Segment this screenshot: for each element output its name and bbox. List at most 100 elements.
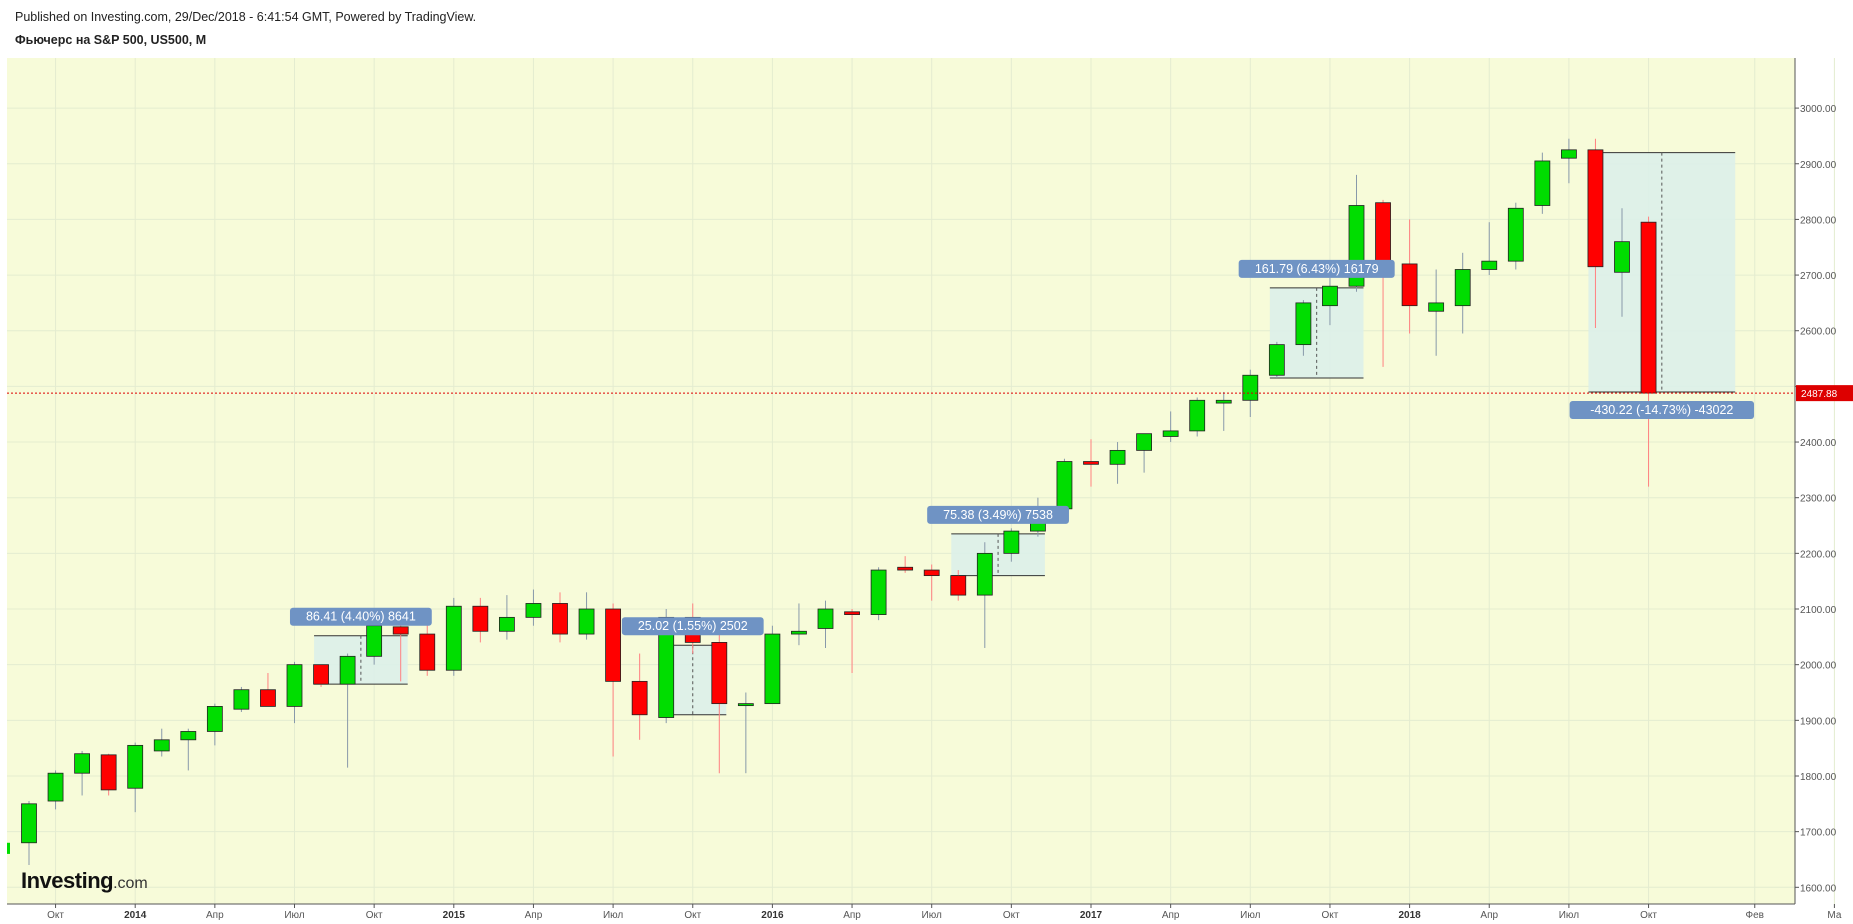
candle-down <box>392 626 409 635</box>
last-price-tag: 2487.88 <box>1796 385 1853 402</box>
candle-down <box>1083 461 1099 465</box>
candle-up <box>1268 344 1285 376</box>
candle-up <box>233 689 250 710</box>
candle-up <box>817 608 834 629</box>
measure-label-box <box>1238 259 1395 278</box>
measure-label: 25.02 (1.55%) 2502 <box>638 619 748 633</box>
y-tick-label: 2900.00 <box>1800 160 1837 171</box>
y-tick-label: 2600.00 <box>1800 327 1837 338</box>
plot-background <box>7 58 1795 904</box>
measurement-ranges <box>314 152 1736 716</box>
candle-up <box>206 706 223 732</box>
candle-up <box>47 772 64 802</box>
measure-label-box <box>289 607 432 626</box>
candle-down <box>1640 221 1657 394</box>
candle-up <box>1561 149 1577 159</box>
x-tick-label: Окт <box>366 910 383 921</box>
y-tick-label: 2800.00 <box>1800 215 1837 226</box>
candle-up <box>1109 449 1126 465</box>
candle-up <box>1136 433 1152 451</box>
candle-down <box>923 569 940 577</box>
candle-up <box>1481 260 1498 270</box>
x-tick-label: Июл <box>603 910 623 921</box>
candle-up <box>1056 461 1073 510</box>
candle-up <box>764 633 781 705</box>
candle-down <box>1401 263 1418 307</box>
y-tick-label: 2700.00 <box>1800 271 1837 282</box>
x-tick-label: Окт <box>684 910 701 921</box>
candle-up <box>153 739 170 752</box>
candle-down <box>313 664 329 685</box>
y-tick-label: 3000.00 <box>1800 104 1837 115</box>
candles-group <box>7 138 1657 866</box>
candle-up <box>445 605 462 671</box>
candle-down <box>1587 149 1604 268</box>
x-tick-label: 2018 <box>1398 910 1421 921</box>
candle-up <box>1189 399 1206 432</box>
candle-up <box>737 703 754 707</box>
measurement-labels: 86.41 (4.40%) 8641 25.02 (1.55%) 2502 75.3… <box>289 259 1755 636</box>
candle-down <box>711 642 728 705</box>
investing-logo[interactable]: Investing.com <box>21 868 148 894</box>
y-tick-label: 2000.00 <box>1800 661 1837 672</box>
y-tick-label: 2300.00 <box>1800 494 1837 505</box>
measure-label: 86.41 (4.40%) 8641 <box>306 610 416 624</box>
x-tick-label: Июл <box>1559 910 1579 921</box>
measure-range <box>1588 152 1736 392</box>
candle-up <box>1614 241 1630 273</box>
y-tick-label: 2100.00 <box>1800 605 1837 616</box>
candle-down <box>552 603 568 635</box>
logo-suffix: .com <box>113 875 148 892</box>
candle-down <box>1375 202 1391 268</box>
y-tick-label: 1700.00 <box>1800 828 1837 839</box>
measure-label-box <box>621 617 764 636</box>
candle-up <box>339 655 356 685</box>
candle-up <box>1428 302 1445 312</box>
x-tick-label: Фев <box>1746 910 1764 921</box>
x-tick-label: Апр <box>525 910 543 921</box>
measure-label: 75.38 (3.49%) 7538 <box>943 508 1053 522</box>
candle-up <box>1003 530 1020 554</box>
candle-up <box>21 803 37 844</box>
y-tick-label: 1900.00 <box>1800 716 1837 727</box>
x-tick-label: Июл <box>1240 910 1260 921</box>
measure-label: 161.79 (6.43%) 16179 <box>1255 262 1379 276</box>
candle-up <box>366 625 383 657</box>
published-caption: Published on Investing.com, 29/Dec/2018 … <box>15 10 477 24</box>
candle-up <box>127 744 144 789</box>
x-tick-label: Апр <box>1162 910 1180 921</box>
candle-down <box>419 633 436 671</box>
candle-down <box>100 754 117 791</box>
x-tick-label: 2015 <box>443 910 466 921</box>
x-tick-label: 2016 <box>761 910 784 921</box>
measure-label: -430.22 (-14.73%) -43022 <box>1590 403 1733 417</box>
candle-down <box>260 689 276 707</box>
candle-down <box>950 575 967 596</box>
candle-up <box>791 630 807 635</box>
x-tick-label: Окт <box>1640 910 1657 921</box>
candle-up <box>180 731 197 741</box>
candle-up <box>1322 285 1338 307</box>
symbol-title: Фьючерс на S&P 500, US500, M <box>15 33 207 47</box>
candle-down <box>844 611 860 615</box>
candle-up <box>1534 160 1551 206</box>
x-tick-label: Ма <box>1827 910 1841 921</box>
y-axis-ticks: 1600.00 1700.00 1800.00 1900.00 2000.00 2100.… <box>1795 104 1837 894</box>
measure-label-box <box>927 505 1069 524</box>
y-tick-label: 2200.00 <box>1800 549 1837 560</box>
x-tick-label: Окт <box>1003 910 1020 921</box>
x-tick-label: Окт <box>1322 910 1339 921</box>
x-tick-label: 2017 <box>1080 910 1103 921</box>
candle-partial <box>7 842 10 854</box>
candle-up <box>870 569 887 615</box>
y-tick-label: 2400.00 <box>1800 438 1837 449</box>
x-tick-label: Апр <box>1480 910 1498 921</box>
x-axis-ticks: Окт 2014 Апр Июл Окт 2015 Апр Июл Окт 2016 Апр Июл О… <box>47 904 1842 921</box>
last-price-tag-box <box>1796 385 1853 402</box>
x-tick-label: Июл <box>284 910 304 921</box>
candle-up <box>1507 207 1524 262</box>
x-tick-label: Апр <box>206 910 224 921</box>
x-tick-label: Апр <box>843 910 861 921</box>
measure-label-box <box>1569 400 1755 419</box>
